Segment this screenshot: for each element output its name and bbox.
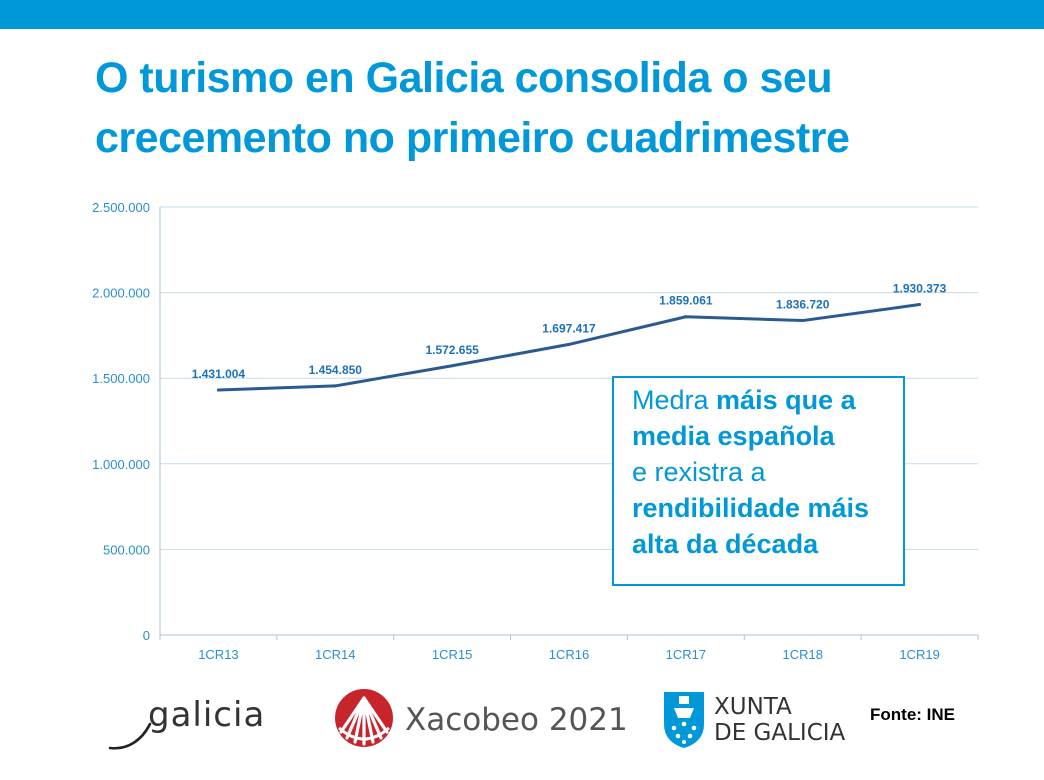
x-tick-label: 1CR18: [782, 647, 822, 662]
data-point: [684, 315, 688, 319]
data-label: 1.454.850: [309, 363, 363, 377]
callout-text-normal: Medra: [632, 385, 717, 415]
callout-box: Medra máis que a media española e rexist…: [612, 376, 905, 586]
slide-title: O turismo en Galicia consolida o seu cre…: [95, 48, 1015, 168]
y-tick-label: 1.000.000: [92, 457, 150, 472]
xacobeo-logo: Xacobeo 2021: [335, 689, 628, 747]
xunta-logo-line-1: XUNTA: [714, 694, 792, 720]
galicia-logo: galicia: [108, 695, 265, 750]
data-labels: 1.431.004 1.454.850 1.572.655 1.697.417 1.85…: [192, 282, 947, 381]
xacobeo-logo-text: Xacobeo 2021: [405, 702, 628, 738]
data-label: 1.431.004: [192, 367, 246, 381]
data-point: [216, 388, 220, 392]
title-line-2: crecemento no primeiro cuadrimestre: [95, 114, 850, 162]
y-tick-label: 500.000: [103, 542, 150, 557]
x-tick-label: 1CR17: [666, 647, 706, 662]
data-label: 1.697.417: [542, 321, 596, 335]
data-point: [567, 342, 571, 346]
y-tick-label: 2.000.000: [92, 286, 150, 301]
xunta-logo-line-2: DE GALICIA: [714, 720, 846, 746]
data-point: [333, 384, 337, 388]
data-label: 1.859.061: [659, 294, 713, 308]
x-tick-label: 1CR13: [198, 647, 238, 662]
scallop-shell-icon: [335, 689, 393, 747]
top-accent-bar: [0, 0, 1044, 29]
x-tick-label: 1CR16: [549, 647, 589, 662]
callout-text-bold: máis que a: [716, 385, 856, 415]
coat-of-arms-icon: [664, 692, 704, 748]
x-tick-labels: 1CR13 1CR14 1CR15 1CR16 1CR17 1CR18 1CR19: [198, 647, 940, 662]
source-note: Fonte: INE: [870, 705, 955, 724]
callout-line-4: rendibilidade máis: [632, 493, 870, 523]
tourism-line-chart: 0 500.000 1.000.000 1.500.000 2.000.000 2.500…: [92, 200, 979, 662]
data-label: 1.836.720: [776, 298, 830, 312]
callout-line-3: e rexistra a: [632, 457, 766, 487]
x-tick-label: 1CR15: [432, 647, 472, 662]
data-label: 1.572.655: [425, 343, 479, 357]
callout-line-5: alta da década: [632, 529, 819, 559]
data-point: [801, 319, 805, 323]
title-line-1: O turismo en Galicia consolida o seu: [95, 54, 833, 102]
galicia-logo-text: galicia: [148, 695, 265, 735]
y-tick-label: 0: [143, 628, 150, 643]
callout-line-1: Medra máis que a: [632, 382, 903, 418]
y-tick-label: 2.500.000: [92, 200, 150, 215]
y-tick-labels: 0 500.000 1.000.000 1.500.000 2.000.000 2.500…: [92, 200, 150, 643]
series-layer: [216, 303, 922, 392]
data-point: [450, 364, 454, 368]
data-label: 1.930.373: [893, 282, 947, 296]
x-tick-label: 1CR14: [315, 647, 355, 662]
data-point: [918, 303, 922, 307]
chart-axes: [159, 207, 979, 640]
y-tick-label: 1.500.000: [92, 371, 150, 386]
callout-line-2: media española: [632, 421, 835, 451]
x-tick-label: 1CR19: [899, 647, 939, 662]
xunta-logo: XUNTA DE GALICIA: [664, 692, 846, 748]
